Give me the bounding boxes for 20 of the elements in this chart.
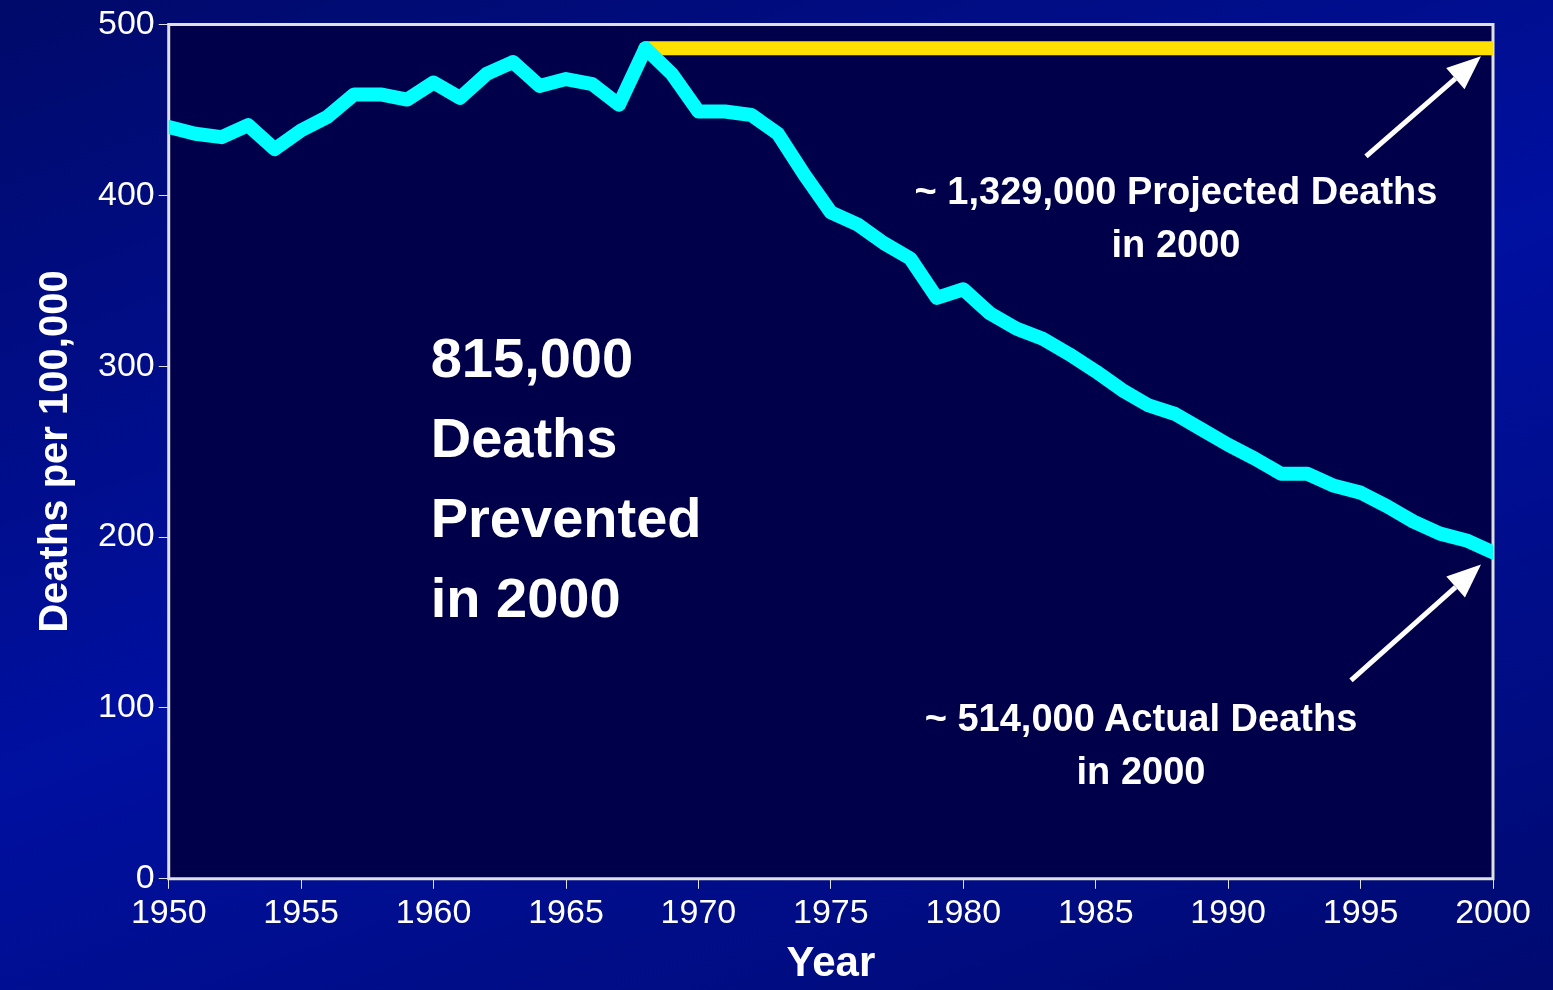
annotation: ~ 514,000 Actual Deaths in 2000 [924, 696, 1358, 792]
x-tick-label: 1980 [925, 891, 1002, 930]
x-tick-label: 2000 [1455, 891, 1531, 930]
x-tick-label: 1970 [660, 891, 737, 930]
x-tick-label: 1995 [1322, 891, 1399, 930]
y-axis-title: Deaths per 100,000 [31, 270, 76, 633]
y-tick-label: 300 [97, 344, 155, 383]
x-axis-title: Year [786, 938, 876, 986]
x-tick-label: 1960 [395, 891, 472, 930]
y-tick-label: 100 [97, 686, 155, 725]
annotation: ~ 1,329,000 Projected Deaths in 2000 [914, 169, 1438, 265]
x-tick-label: 1990 [1190, 891, 1266, 930]
x-tick-label: 1975 [793, 891, 869, 930]
y-tick-label: 400 [97, 173, 155, 212]
x-tick-label: 1985 [1057, 891, 1134, 930]
x-tick-label: 1955 [263, 891, 339, 930]
y-tick-label: 200 [97, 515, 155, 554]
y-tick-label: 500 [97, 2, 155, 41]
annotation: 815,000 Deaths Prevented in 2000 [430, 325, 702, 629]
x-tick-label: 1965 [528, 891, 604, 930]
